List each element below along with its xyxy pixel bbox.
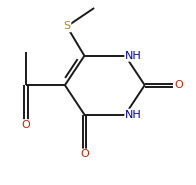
Text: NH: NH xyxy=(125,110,142,120)
Text: NH: NH xyxy=(125,51,142,61)
Text: S: S xyxy=(63,21,70,31)
Text: O: O xyxy=(174,80,183,90)
Text: O: O xyxy=(22,120,30,130)
Text: O: O xyxy=(80,149,89,159)
